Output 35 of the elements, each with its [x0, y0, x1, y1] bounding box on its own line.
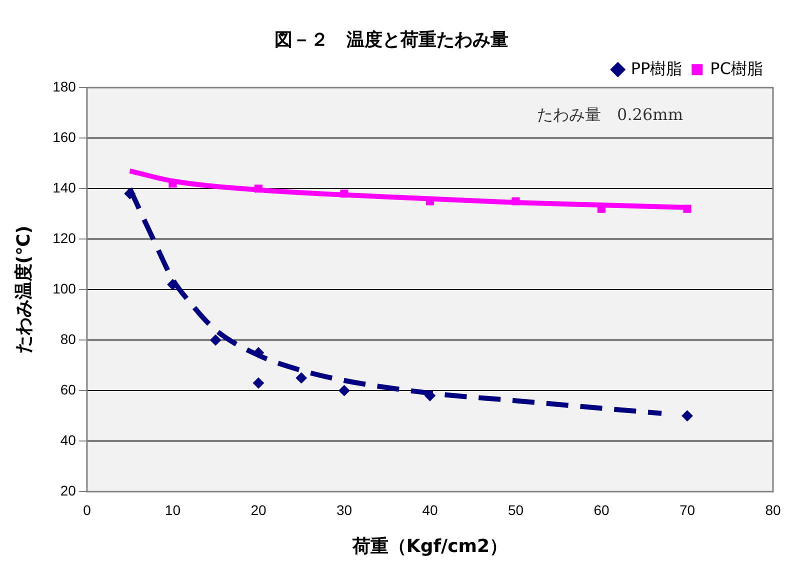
x-tick-label: 40 — [422, 502, 438, 518]
point — [512, 197, 520, 206]
point — [210, 334, 222, 346]
annotation: たわみ量 0.26mm — [537, 104, 683, 124]
y-tick-label: 160 — [52, 128, 76, 145]
y-tick-label: 20 — [60, 482, 76, 498]
y-tick-label: 60 — [60, 381, 76, 398]
legend-label: PP樹脂 — [630, 58, 682, 78]
y-tick-label: 140 — [52, 179, 76, 196]
point — [124, 188, 136, 200]
y-tick-label: 40 — [60, 432, 76, 448]
x-tick-label: 50 — [508, 502, 524, 518]
legend-label: PC樹脂 — [710, 58, 764, 78]
point — [424, 390, 436, 402]
y-tick-label: 120 — [52, 230, 76, 246]
point — [252, 378, 264, 389]
point — [340, 190, 348, 198]
x-tick-label: 20 — [250, 502, 266, 518]
x-tick-label: 10 — [164, 502, 181, 518]
x-tick-label: 30 — [336, 502, 352, 518]
y-axis-title: たわみ温度(℃) — [13, 225, 34, 354]
chart-title: 図－２ 温度と荷重たわみ量 — [274, 29, 508, 50]
x-tick-label: 0 — [83, 502, 92, 518]
point — [682, 410, 693, 422]
y-tick-label: 180 — [52, 78, 76, 94]
point — [338, 385, 350, 396]
point — [254, 184, 263, 193]
x-axis-title: 荷重（Kgf/cm2） — [351, 536, 508, 557]
point — [296, 372, 307, 384]
x-tick-label: 70 — [679, 502, 696, 518]
x-tick-label: 60 — [594, 502, 610, 518]
point — [683, 204, 692, 213]
x-tick-label: 80 — [765, 502, 781, 518]
y-tick-label: 100 — [52, 280, 76, 296]
y-tick-label: 80 — [60, 330, 76, 347]
